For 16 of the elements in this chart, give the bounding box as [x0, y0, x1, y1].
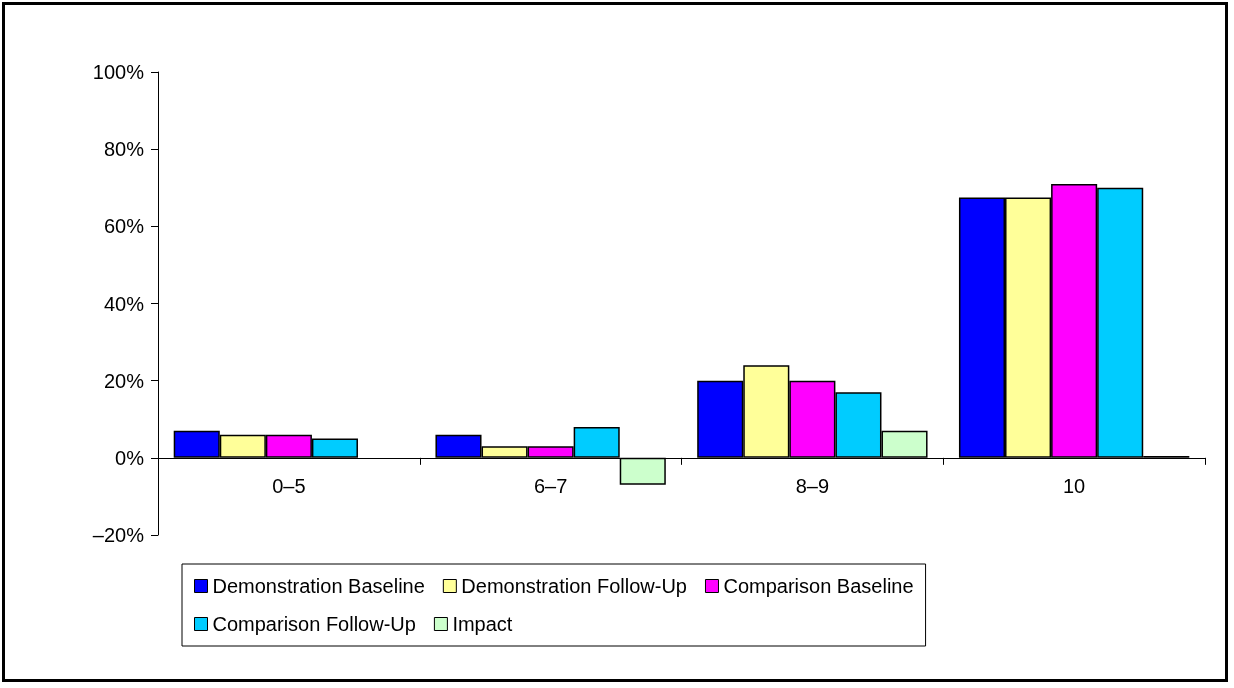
- legend-label: Comparison Follow-Up: [212, 613, 416, 635]
- legend-label: Demonstration Baseline: [212, 575, 425, 597]
- y-tick-label: –20%: [92, 524, 145, 546]
- legend-label: Impact: [452, 613, 513, 635]
- x-tick-label: 8–9: [795, 474, 830, 497]
- y-tick-label: 100%: [92, 61, 145, 83]
- x-tick-label: 6–7: [533, 474, 568, 497]
- x-tick-label: 10: [1063, 474, 1086, 497]
- y-tick-label: 60%: [103, 215, 145, 238]
- legend-label: Demonstration Follow-Up: [461, 575, 687, 597]
- y-tick-label: 40%: [103, 292, 145, 315]
- y-tick-label: 0%: [115, 446, 145, 469]
- y-tick-label: 20%: [103, 369, 145, 392]
- y-tick-label: 80%: [103, 138, 145, 161]
- x-tick-label: 0–5: [272, 474, 306, 497]
- legend-label: Comparison Baseline: [723, 575, 914, 597]
